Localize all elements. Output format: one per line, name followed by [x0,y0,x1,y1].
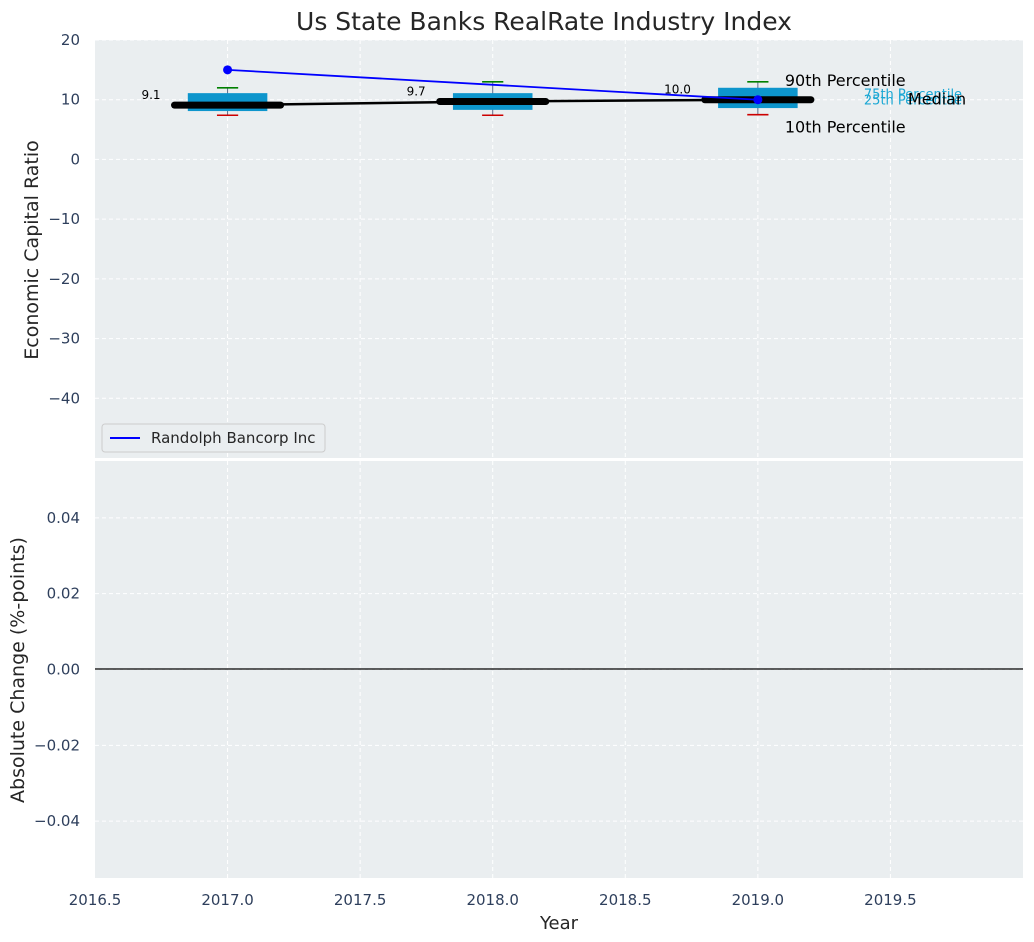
legend: Randolph Bancorp Inc [101,423,326,453]
legend-label: Randolph Bancorp Inc [151,429,316,447]
top-y-tick: 0 [70,150,80,168]
median-value-label: 10.0 [664,83,691,97]
x-tick: 2017.5 [334,891,387,909]
x-axis-label: Year [539,913,579,934]
x-tick: 2018.5 [599,891,652,909]
x-tick: 2019.5 [864,891,917,909]
bottom-y-tick: 0.04 [47,509,80,527]
annotation-median: Median [908,90,966,109]
bottom-y-tick: −0.02 [34,736,80,754]
top-y-tick: −20 [48,270,80,288]
top-y-tick: 20 [61,31,80,49]
x-tick: 2017.0 [201,891,254,909]
x-tick-labels: 2016.5 2017.0 2017.5 2018.0 2018.5 2019.0 2019… [69,891,917,909]
x-tick: 2016.5 [69,891,122,909]
top-y-axis-label: Economic Capital Ratio [21,140,43,359]
chart-title: Us State Banks RealRate Industry Index [296,7,792,36]
top-y-tick: −10 [48,210,80,228]
median-value-label: 9.1 [141,88,160,102]
company-line [227,68,758,101]
top-y-tick: −30 [48,330,80,348]
top-y-tick: 10 [61,91,80,109]
x-tick: 2018.0 [466,891,519,909]
x-tick: 2019.0 [732,891,785,909]
annotation-p75: 75th Percentile [864,88,962,103]
annotation-p90: 90th Percentile [785,71,906,90]
median-value-label: 9.7 [407,85,426,99]
annotation-p25: 25th Percentile [864,94,962,109]
annotation-p10: 10th Percentile [785,118,906,137]
bottom-y-tick: 0.00 [47,661,80,679]
bottom-y-tick: −0.04 [34,812,80,830]
bottom-y-axis-label: Absolute Change (%-points) [7,537,29,803]
top-panel-marks: 9.1 9.7 10.0 90th Percentile 10th Percentile… [141,65,966,137]
legend-box [101,423,326,453]
bottom-y-tick-labels: 0.04 0.02 0.00 −0.02 −0.04 [34,509,80,830]
company-point [753,95,763,105]
top-y-tick-labels: 20 10 0 −10 −20 −30 −40 [48,31,80,407]
top-y-tick: −40 [48,389,80,407]
median-trend-line [227,98,758,107]
bottom-y-tick: 0.02 [47,585,80,603]
company-point [223,65,233,75]
